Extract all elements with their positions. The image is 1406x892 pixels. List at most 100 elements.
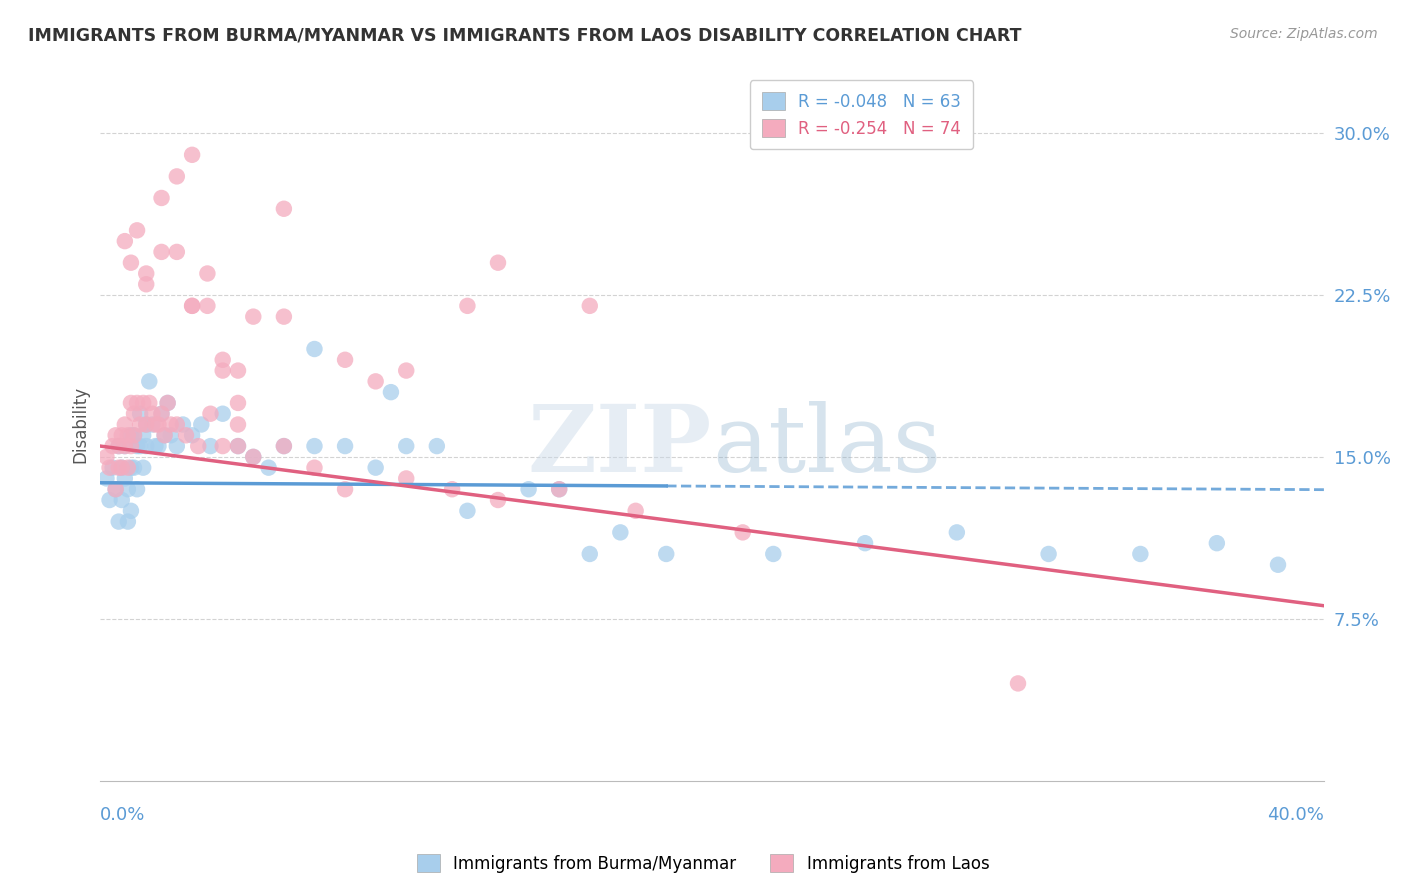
- Point: [120, 504, 142, 518]
- Point: [117, 460, 139, 475]
- Point: [98, 493, 121, 508]
- Point: [181, 299, 204, 313]
- Point: [120, 428, 142, 442]
- Text: 0.0%: 0.0%: [100, 806, 146, 824]
- Point: [226, 363, 249, 377]
- Point: [114, 417, 136, 432]
- Point: [141, 417, 163, 432]
- Point: [156, 396, 179, 410]
- Point: [122, 428, 145, 442]
- Point: [117, 428, 139, 442]
- Text: 40.0%: 40.0%: [1267, 806, 1324, 824]
- Point: [609, 525, 631, 540]
- Point: [107, 439, 129, 453]
- Point: [578, 547, 600, 561]
- Point: [578, 299, 600, 313]
- Point: [120, 256, 142, 270]
- Point: [853, 536, 876, 550]
- Point: [172, 417, 194, 432]
- Point: [486, 256, 509, 270]
- Text: Source: ZipAtlas.com: Source: ZipAtlas.com: [1230, 27, 1378, 41]
- Point: [166, 169, 188, 184]
- Point: [548, 482, 571, 496]
- Point: [138, 396, 160, 410]
- Point: [153, 428, 176, 442]
- Point: [120, 439, 142, 453]
- Point: [135, 417, 157, 432]
- Point: [1267, 558, 1289, 572]
- Point: [129, 439, 152, 453]
- Point: [122, 428, 145, 442]
- Point: [1129, 547, 1152, 561]
- Point: [242, 450, 264, 464]
- Point: [125, 482, 148, 496]
- Point: [150, 244, 173, 259]
- Point: [96, 471, 118, 485]
- Point: [197, 299, 219, 313]
- Point: [304, 439, 326, 453]
- Point: [148, 439, 170, 453]
- Point: [120, 396, 142, 410]
- Point: [129, 417, 152, 432]
- Point: [190, 417, 212, 432]
- Point: [166, 417, 188, 432]
- Point: [135, 417, 157, 432]
- Point: [114, 471, 136, 485]
- Point: [135, 439, 157, 453]
- Point: [181, 428, 204, 442]
- Point: [181, 299, 204, 313]
- Point: [132, 460, 155, 475]
- Point: [114, 439, 136, 453]
- Point: [211, 363, 233, 377]
- Point: [132, 396, 155, 410]
- Point: [226, 439, 249, 453]
- Point: [333, 352, 356, 367]
- Point: [122, 407, 145, 421]
- Point: [125, 396, 148, 410]
- Point: [125, 439, 148, 453]
- Point: [104, 482, 127, 496]
- Point: [141, 407, 163, 421]
- Point: [166, 244, 188, 259]
- Text: IMMIGRANTS FROM BURMA/MYANMAR VS IMMIGRANTS FROM LAOS DISABILITY CORRELATION CHA: IMMIGRANTS FROM BURMA/MYANMAR VS IMMIGRA…: [28, 27, 1022, 45]
- Point: [624, 504, 647, 518]
- Point: [395, 363, 418, 377]
- Point: [122, 460, 145, 475]
- Point: [96, 450, 118, 464]
- Point: [98, 460, 121, 475]
- Point: [138, 375, 160, 389]
- Point: [107, 460, 129, 475]
- Point: [125, 223, 148, 237]
- Point: [273, 439, 295, 453]
- Point: [114, 234, 136, 248]
- Text: ZIP: ZIP: [527, 401, 711, 491]
- Point: [159, 428, 181, 442]
- Point: [145, 417, 167, 432]
- Point: [333, 482, 356, 496]
- Point: [200, 439, 222, 453]
- Legend: R = -0.048   N = 63, R = -0.254   N = 74: R = -0.048 N = 63, R = -0.254 N = 74: [749, 80, 973, 150]
- Point: [486, 493, 509, 508]
- Point: [456, 299, 478, 313]
- Point: [304, 342, 326, 356]
- Point: [132, 428, 155, 442]
- Point: [111, 428, 134, 442]
- Point: [426, 439, 449, 453]
- Point: [1007, 676, 1029, 690]
- Point: [333, 439, 356, 453]
- Point: [441, 482, 464, 496]
- Point: [456, 504, 478, 518]
- Point: [273, 310, 295, 324]
- Point: [148, 417, 170, 432]
- Point: [111, 460, 134, 475]
- Point: [257, 460, 280, 475]
- Point: [150, 407, 173, 421]
- Point: [117, 482, 139, 496]
- Point: [380, 385, 402, 400]
- Y-axis label: Disability: Disability: [72, 386, 89, 463]
- Text: atlas: atlas: [711, 401, 942, 491]
- Point: [211, 407, 233, 421]
- Point: [145, 439, 167, 453]
- Point: [197, 267, 219, 281]
- Point: [395, 471, 418, 485]
